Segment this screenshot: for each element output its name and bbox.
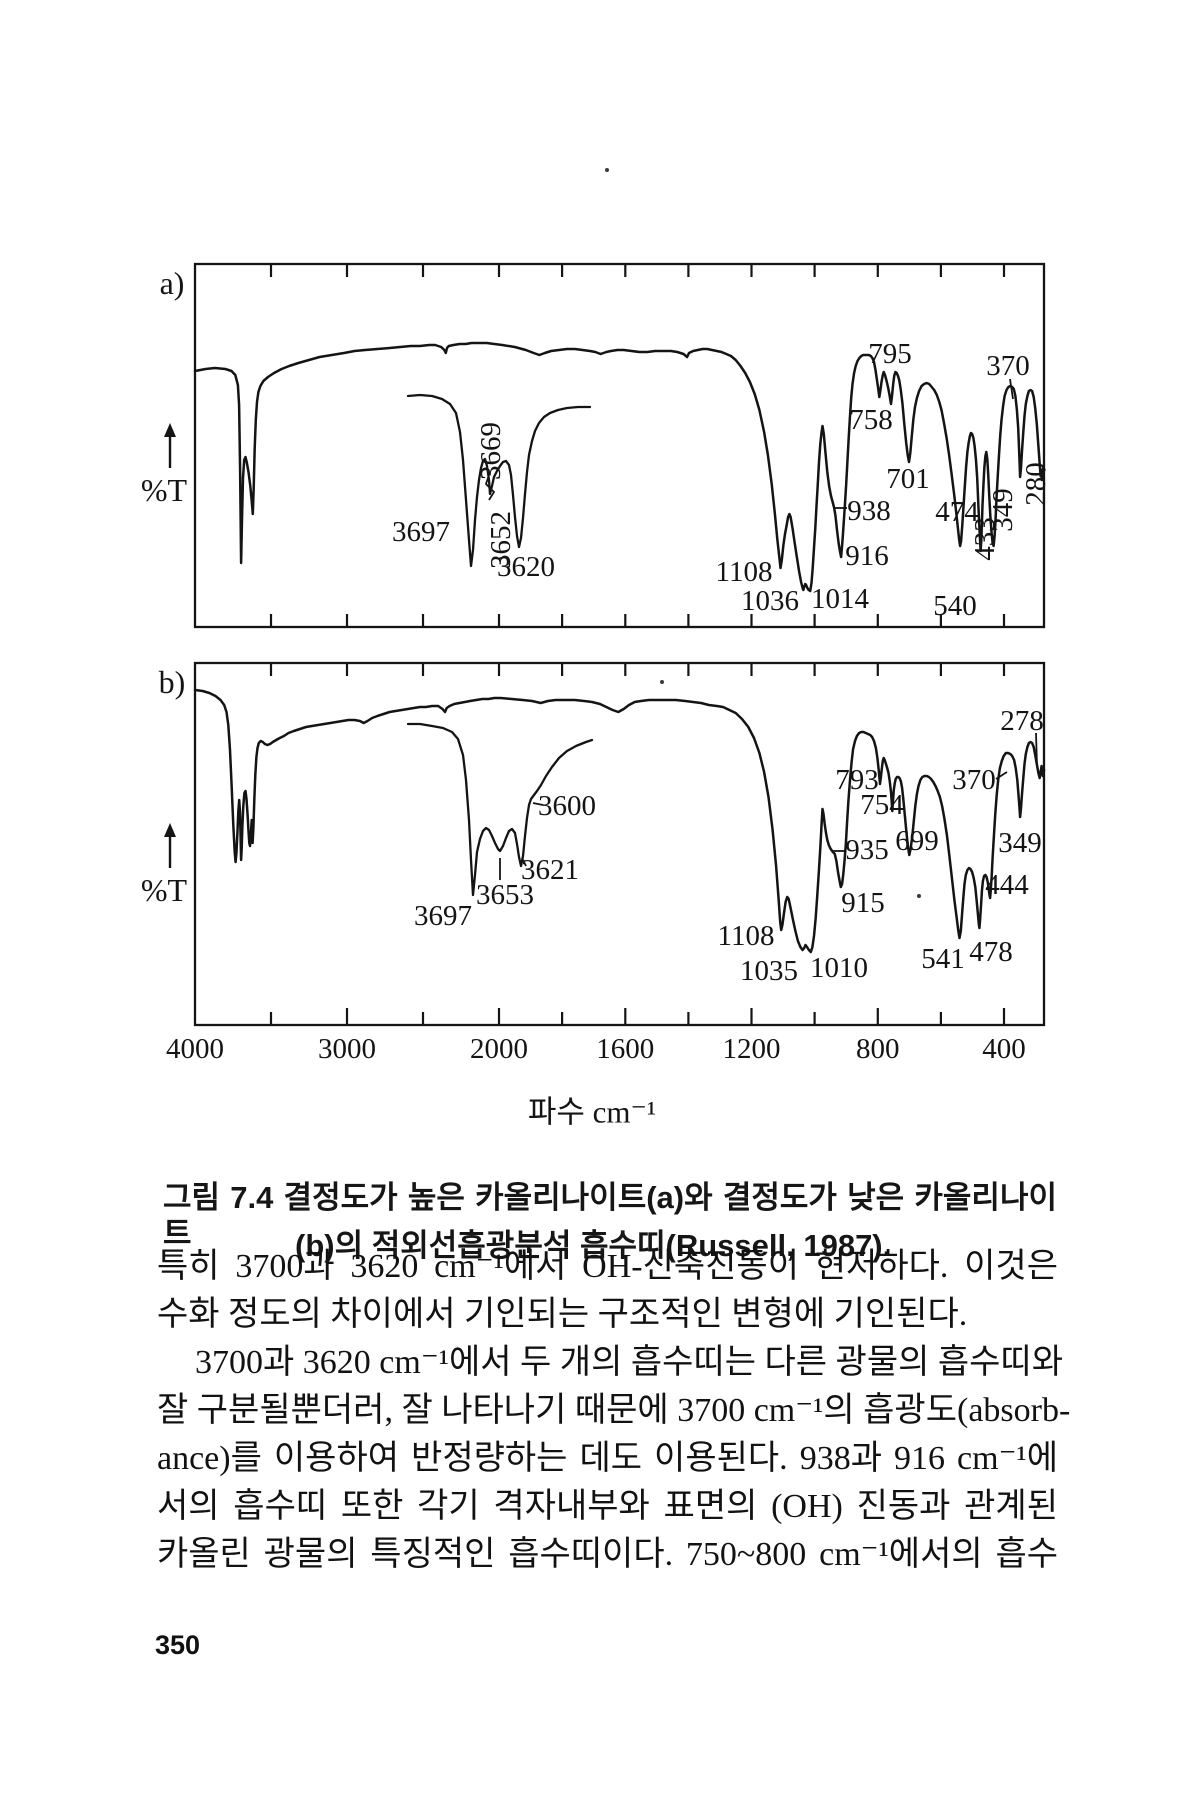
body-line: 수화 정도의 차이에서 기인되는 구조적인 변형에 기인된다. <box>157 1296 968 1333</box>
inset-oh-region-curve-b <box>406 722 594 897</box>
spectrum-curve-a <box>193 341 1046 593</box>
peak-label: 1108 <box>716 556 773 588</box>
peak-label: 540 <box>933 590 977 622</box>
peak-label: 916 <box>845 540 889 572</box>
figure-caption-line2: (b)의 적외선흡광분석 흡수띠(Russell, 1987). <box>295 1228 892 1263</box>
peak-label: 793 <box>835 764 879 796</box>
peak-label: 701 <box>886 463 930 495</box>
peak-label: 349 <box>998 827 1042 859</box>
figure-caption-line1: 그림 7.4 결정도가 높은 카올리나이트(a)와 결정도가 낮은 카올리나이트 <box>163 1180 1057 1251</box>
peak-label: 541 <box>921 943 965 975</box>
peak-leader-line <box>484 471 496 501</box>
peak-label: 1010 <box>810 952 868 984</box>
scan-speck <box>605 168 609 172</box>
x-axis-title: 파수 cm⁻¹ <box>528 1095 656 1130</box>
peak-label: 349 <box>987 488 1019 532</box>
peak-label: 474 <box>935 496 979 528</box>
x-axis-tick-label: 1200 <box>723 1033 781 1065</box>
panel-b-label: b) <box>159 664 186 700</box>
y-axis-arrow-a <box>164 423 176 468</box>
peak-label: 758 <box>849 404 893 436</box>
body-text: 특히 3700과 3620 cm⁻¹에서 OH-신축진동이 현저하다. 이것은 … <box>157 1243 1071 1579</box>
peak-leader-line <box>995 771 1008 780</box>
panel-b-frame <box>193 661 1046 1027</box>
peak-label: 370 <box>952 764 996 796</box>
peak-label: 1108 <box>718 920 775 952</box>
body-line: 카올린 광물의 특징적인 흡수띠이다. 750~800 cm⁻¹에서의 흡수 <box>157 1536 1058 1573</box>
peak-label: 3652 <box>485 511 517 569</box>
peak-label: 433 <box>969 517 1001 561</box>
body-line: 잘 구분될뿐더러, 잘 나타나기 때문에 3700 cm⁻¹의 흡광도(abso… <box>157 1392 1071 1429</box>
peak-label: 3621 <box>521 854 579 886</box>
peak-label: 1036 <box>741 585 799 617</box>
peak-label: 478 <box>969 936 1013 968</box>
peak-label: 3697 <box>414 900 472 932</box>
y-axis-label-a: %T <box>141 472 188 508</box>
peak-label: 3620 <box>497 551 555 583</box>
peak-label: 699 <box>895 825 939 857</box>
peak-label: 935 <box>845 834 889 866</box>
panel-a-label: a) <box>160 265 185 301</box>
peak-leader-line <box>1035 732 1038 767</box>
peak-leader-line <box>1009 378 1014 400</box>
x-axis-tick-label: 3000 <box>318 1033 376 1065</box>
peak-label: 3653 <box>476 879 534 911</box>
peak-label: 754 <box>860 789 904 821</box>
peak-label: 3600 <box>538 790 596 822</box>
peak-label: 1014 <box>811 583 870 615</box>
scan-speck <box>660 680 664 684</box>
panel-a-frame <box>193 262 1046 629</box>
x-axis-tick-label: 1600 <box>596 1033 654 1065</box>
x-axis-tick-label: 4000 <box>166 1033 224 1065</box>
peak-label: 1035 <box>740 955 798 987</box>
body-line: ance)를 이용하여 반정량하는 데도 이용된다. 938과 916 cm⁻¹… <box>157 1440 1058 1477</box>
peak-label: 444 <box>985 869 1029 901</box>
peak-label: 278 <box>1000 705 1044 737</box>
peak-leader-line <box>521 857 527 867</box>
peak-label: 280 <box>1020 462 1052 506</box>
peak-leader-line <box>532 802 544 806</box>
y-axis-label-b: %T <box>141 872 188 908</box>
peak-label: 938 <box>847 495 891 527</box>
x-axis-tick-label: 2000 <box>470 1033 528 1065</box>
inset-oh-region-curve-a <box>406 393 592 568</box>
peak-label: 3697 <box>392 516 450 548</box>
peak-label: 370 <box>986 350 1030 382</box>
body-line: 서의 흡수띠 또한 각기 격자내부와 표면의 (OH) 진동과 관계된 <box>157 1488 1058 1525</box>
peak-label: 795 <box>868 338 912 370</box>
peak-label: 915 <box>841 887 885 919</box>
body-line: 특히 3700과 3620 cm⁻¹에서 OH-신축진동이 현저하다. 이것은 <box>157 1248 1058 1285</box>
page-number: 350 <box>155 1630 201 1660</box>
spectrum-curve-b <box>193 688 1046 954</box>
x-axis-tick-label: 800 <box>856 1033 900 1065</box>
y-axis-arrow-b <box>164 823 176 868</box>
scan-speck <box>917 894 921 898</box>
peak-label: 3669 <box>475 422 507 480</box>
body-line: 3700과 3620 cm⁻¹에서 두 개의 흡수띠는 다른 광물의 흡수띠와 <box>195 1344 1063 1381</box>
x-axis-tick-label: 400 <box>982 1033 1026 1065</box>
